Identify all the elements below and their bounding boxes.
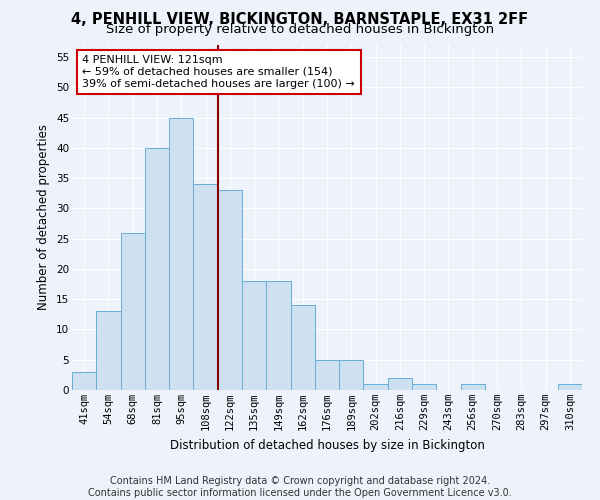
Bar [461, 384, 485, 390]
Bar [339, 360, 364, 390]
Bar [242, 281, 266, 390]
Bar [461, 384, 485, 390]
Bar [558, 384, 582, 390]
Bar [145, 148, 169, 390]
Bar [412, 384, 436, 390]
Text: 4 PENHILL VIEW: 121sqm
← 59% of detached houses are smaller (154)
39% of semi-de: 4 PENHILL VIEW: 121sqm ← 59% of detached… [82, 56, 355, 88]
Text: 4, PENHILL VIEW, BICKINGTON, BARNSTAPLE, EX31 2FF: 4, PENHILL VIEW, BICKINGTON, BARNSTAPLE,… [71, 12, 529, 28]
Bar [364, 384, 388, 390]
Bar [290, 306, 315, 390]
Bar [193, 184, 218, 390]
Bar [96, 312, 121, 390]
Text: Contains HM Land Registry data © Crown copyright and database right 2024.
Contai: Contains HM Land Registry data © Crown c… [88, 476, 512, 498]
Text: Size of property relative to detached houses in Bickington: Size of property relative to detached ho… [106, 22, 494, 36]
Bar [412, 384, 436, 390]
Bar [364, 384, 388, 390]
Bar [339, 360, 364, 390]
Bar [266, 281, 290, 390]
X-axis label: Distribution of detached houses by size in Bickington: Distribution of detached houses by size … [170, 438, 484, 452]
Bar [218, 190, 242, 390]
Bar [121, 232, 145, 390]
Bar [72, 372, 96, 390]
Bar [169, 118, 193, 390]
Bar [242, 281, 266, 390]
Bar [315, 360, 339, 390]
Bar [558, 384, 582, 390]
Bar [193, 184, 218, 390]
Bar [388, 378, 412, 390]
Bar [315, 360, 339, 390]
Bar [96, 312, 121, 390]
Bar [388, 378, 412, 390]
Bar [290, 306, 315, 390]
Bar [145, 148, 169, 390]
Bar [169, 118, 193, 390]
Bar [218, 190, 242, 390]
Bar [72, 372, 96, 390]
Y-axis label: Number of detached properties: Number of detached properties [37, 124, 50, 310]
Bar [266, 281, 290, 390]
Bar [121, 232, 145, 390]
